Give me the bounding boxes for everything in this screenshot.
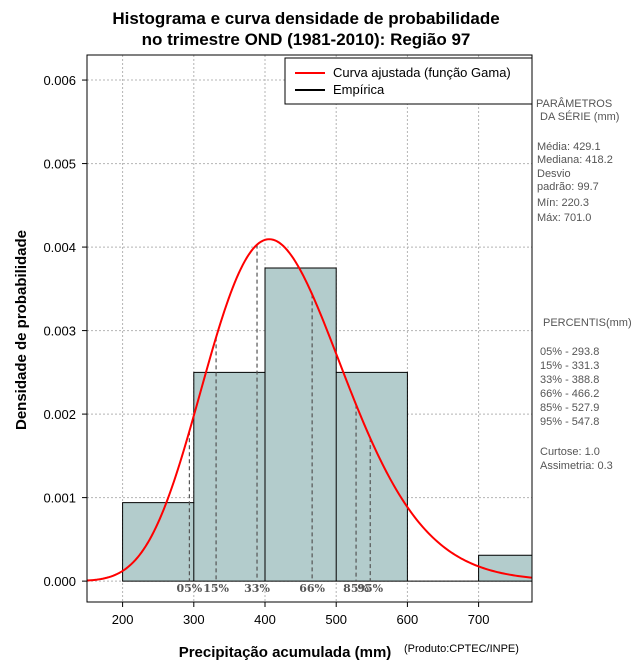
param-desvio-1: Desvio [537, 168, 571, 180]
y-tick-label-6: 0.006 [43, 73, 76, 88]
histogram-bar-1 [193, 372, 265, 582]
y-axis-label: Densidade de probabilidade [13, 230, 30, 430]
histogram-bar-3 [336, 372, 408, 582]
percentis-row-05: 05% - 293.8 [540, 346, 599, 358]
series-parameters-panel: PARÂMETROS DA SÉRIE (mm) Média: 429.1 Me… [536, 97, 619, 224]
percentis-title: PERCENTIS(mm) [543, 317, 632, 329]
percentile-label-85%: 85% [343, 582, 369, 595]
param-mediana: Mediana: 418.2 [537, 154, 613, 166]
percentile-label-15%: 15% [203, 582, 229, 595]
percentis-row-66: 66% - 466.2 [540, 388, 599, 400]
histogram-bar-0 [122, 502, 194, 582]
legend-box [284, 57, 533, 105]
params-title-2: DA SÉRIE (mm) [540, 110, 619, 123]
histogram-bar-2 [265, 267, 337, 582]
chart-title-line-2: no trimestre OND (1981-2010): Região 97 [142, 30, 471, 49]
param-max: Máx: 701.0 [537, 212, 591, 224]
x-tick-label-200: 200 [112, 612, 134, 627]
y-tick-label-4: 0.004 [43, 240, 76, 255]
fitted-gamma-curve [86, 238, 533, 582]
legend-label-empirical: Empírica [333, 82, 385, 97]
curve-layer [86, 238, 533, 582]
legend: Curva ajustada (função Gama) Empírica [284, 57, 533, 105]
percentile-label-05%: 05% [177, 582, 203, 595]
y-tick-label-5: 0.005 [43, 157, 76, 172]
stat-curtose: Curtose: 1.0 [540, 446, 600, 458]
x-tick-label-600: 600 [397, 612, 419, 627]
y-ticks-layer: 0.000 0.001 0.002 0.003 0.004 0.005 0.006 [43, 73, 87, 589]
bars-layer [122, 267, 533, 582]
y-tick-label-2: 0.002 [43, 407, 76, 422]
percentis-row-85: 85% - 527.9 [540, 402, 599, 414]
x-ticks-layer: 200 300 400 500 600 700 [112, 602, 490, 627]
param-desvio-2: padrão: 99.7 [537, 181, 599, 193]
x-tick-label-500: 500 [325, 612, 347, 627]
legend-label-curve: Curva ajustada (função Gama) [333, 65, 511, 80]
y-tick-label-1: 0.001 [43, 491, 76, 506]
percentile-label-66%: 66% [299, 582, 325, 595]
y-tick-label-0: 0.000 [43, 574, 76, 589]
y-tick-label-3: 0.003 [43, 324, 76, 339]
stat-assimetria: Assimetria: 0.3 [540, 460, 613, 472]
percentis-row-15: 15% - 331.3 [540, 360, 599, 372]
chart-title-line-1: Histograma e curva densidade de probabil… [112, 9, 499, 28]
x-tick-label-400: 400 [254, 612, 276, 627]
plot-frame [86, 54, 533, 603]
product-note: (Produto:CPTEC/INPE) [404, 643, 519, 655]
x-tick-label-300: 300 [183, 612, 205, 627]
x-tick-label-700: 700 [468, 612, 490, 627]
percentile-label-33%: 33% [244, 582, 270, 595]
percentis-row-33: 33% - 388.8 [540, 374, 599, 386]
percentile-label-95%: 95% [357, 582, 383, 595]
x-axis-label: Precipitação acumulada (mm) [179, 644, 392, 660]
param-min: Mín: 220.3 [537, 197, 589, 209]
percentis-row-95: 95% - 547.8 [540, 416, 599, 428]
percentile-labels-layer: 05% 15% 33% 66% 85%95% [177, 582, 384, 595]
percentile-lines-layer [188, 244, 371, 582]
params-title-1: PARÂMETROS [536, 97, 612, 110]
percentiles-panel: PERCENTIS(mm) 05% - 293.8 15% - 331.3 33… [540, 317, 632, 472]
param-media: Média: 429.1 [537, 141, 601, 153]
